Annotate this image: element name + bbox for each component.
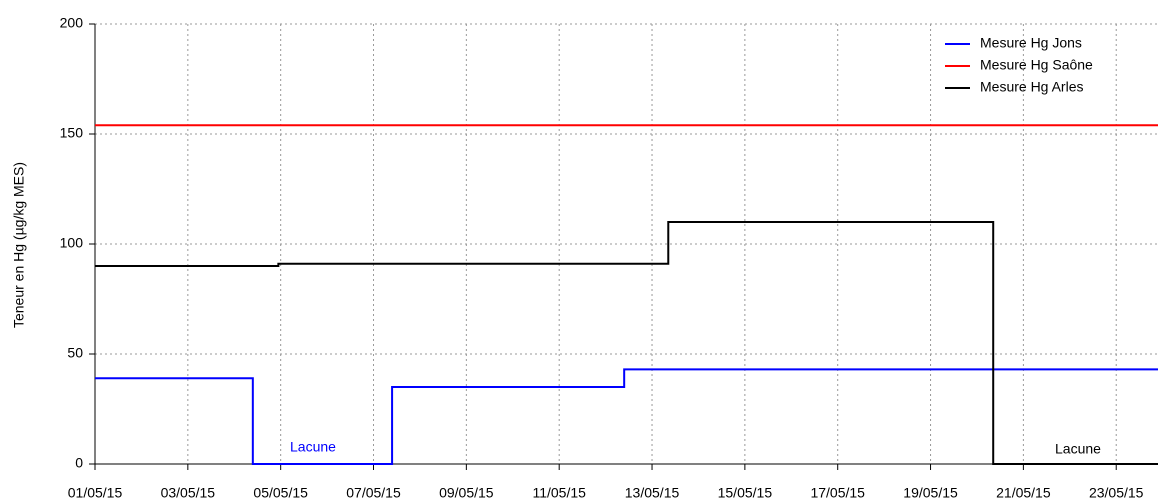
x-tick-label: 17/05/15 bbox=[810, 485, 865, 501]
x-tick-label: 09/05/15 bbox=[439, 485, 494, 501]
y-tick-label: 50 bbox=[67, 345, 83, 361]
x-tick-label: 11/05/15 bbox=[532, 485, 586, 501]
y-axis-label: Teneur en Hg (µg/kg MES) bbox=[11, 162, 27, 328]
legend-label: Mesure Hg Arles bbox=[980, 79, 1083, 95]
x-tick-label: 19/05/15 bbox=[903, 485, 958, 501]
y-tick-label: 200 bbox=[60, 15, 84, 31]
x-tick-label: 05/05/15 bbox=[253, 485, 308, 501]
x-tick-label: 21/05/15 bbox=[996, 485, 1051, 501]
annotation: Lacune bbox=[1055, 441, 1101, 457]
series-line bbox=[95, 368, 1158, 465]
x-tick-label: 03/05/15 bbox=[161, 485, 216, 501]
y-tick-label: 100 bbox=[60, 235, 84, 251]
annotation: Lacune bbox=[290, 439, 336, 455]
y-tick-label: 0 bbox=[75, 455, 83, 471]
series-line bbox=[95, 221, 1158, 465]
legend-label: Mesure Hg Saône bbox=[980, 57, 1093, 73]
legend-label: Mesure Hg Jons bbox=[980, 35, 1082, 51]
x-tick-label: 23/05/15 bbox=[1089, 485, 1144, 501]
x-tick-label: 15/05/15 bbox=[718, 485, 773, 501]
y-tick-label: 150 bbox=[60, 125, 84, 141]
x-tick-label: 07/05/15 bbox=[346, 485, 401, 501]
x-tick-label: 13/05/15 bbox=[625, 485, 680, 501]
x-tick-label: 01/05/15 bbox=[68, 485, 123, 501]
